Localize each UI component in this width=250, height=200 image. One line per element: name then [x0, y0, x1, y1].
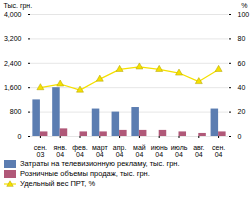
svg-text:4,000: 4,000 [4, 11, 22, 18]
svg-text:авг.04: авг.04 [193, 144, 204, 158]
svg-text:1,600: 1,600 [4, 84, 22, 91]
svg-text:40: 40 [238, 84, 246, 91]
html-text:Удельный вес ПРТ, %: Удельный вес ПРТ, % [20, 179, 96, 188]
html-text:Розничные объемы продаж, тыс.: Розничные объемы продаж, тыс. грн. [20, 169, 150, 178]
svg-text:июль04: июль04 [171, 144, 188, 158]
svg-text:июнь04: июнь04 [151, 144, 168, 158]
svg-text:Тыс. грн.: Тыс. грн. [4, 2, 33, 10]
svg-text:апр.04: апр.04 [113, 144, 127, 158]
svg-text:0: 0 [18, 133, 22, 140]
svg-text:фев.04: фев.04 [72, 144, 87, 158]
svg-text:май04: май04 [133, 144, 146, 158]
svg-text:3,200: 3,200 [4, 35, 22, 42]
svg-text:%: % [241, 2, 247, 9]
svg-text:сен.04: сен.04 [212, 144, 225, 158]
svg-text:март04: март04 [92, 144, 108, 158]
svg-text:янв.04: янв.04 [54, 144, 67, 158]
svg-text:80: 80 [238, 35, 246, 42]
svg-text:0: 0 [238, 133, 242, 140]
svg-text:100: 100 [238, 11, 250, 18]
svg-text:20: 20 [238, 108, 246, 115]
svg-text:сен.03: сен.03 [34, 144, 47, 158]
svg-text:60: 60 [238, 60, 246, 67]
svg-text:800: 800 [10, 108, 22, 115]
svg-text:2,400: 2,400 [4, 60, 22, 67]
html-text:Затраты на телевизионную рекла: Затраты на телевизионную рекламу, тыс. г… [20, 159, 180, 168]
